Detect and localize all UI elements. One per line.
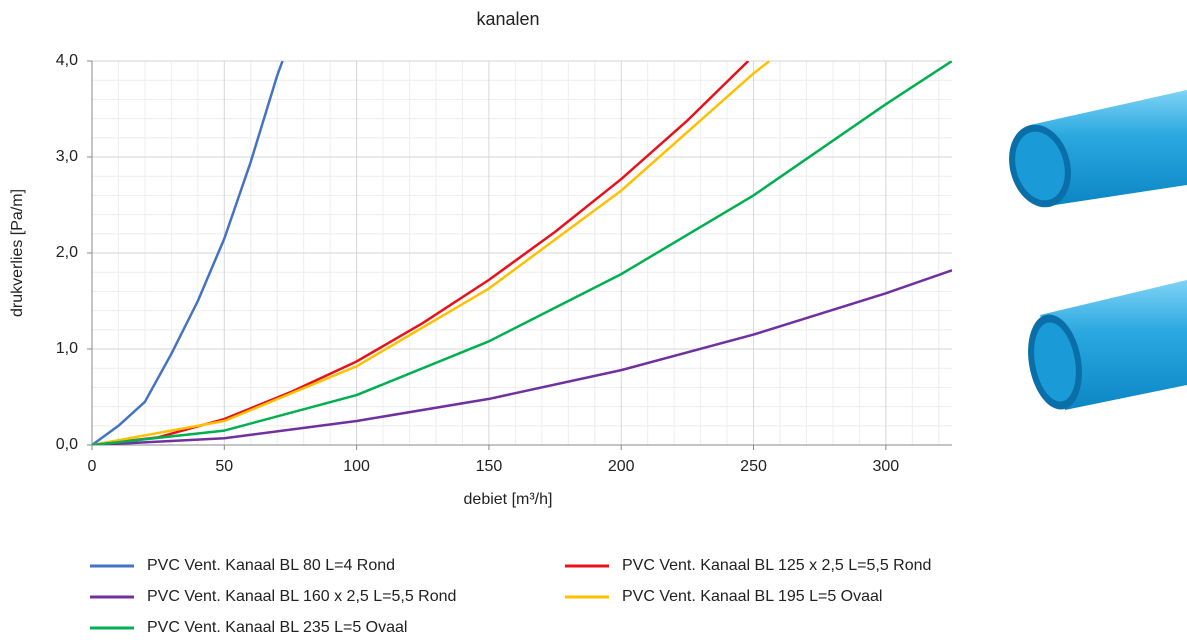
series-line (92, 61, 771, 445)
series-line (92, 61, 284, 445)
x-tick-label: 50 (215, 458, 233, 475)
y-tick-label: 0,0 (56, 436, 78, 453)
x-tick-label: 100 (343, 458, 370, 475)
x-tick-label: 0 (88, 458, 97, 475)
legend-label: PVC Vent. Kanaal BL 80 L=4 Rond (147, 557, 395, 574)
x-tick-label: 250 (740, 458, 767, 475)
legend-label: PVC Vent. Kanaal BL 235 L=5 Ovaal (147, 619, 407, 636)
series-line (92, 61, 952, 445)
x-axis-label: debiet [m³/h] (464, 491, 553, 508)
y-tick-label: 3,0 (56, 148, 78, 165)
plot-area (92, 61, 952, 445)
pipe-round-image (1028, 280, 1187, 410)
legend-label: PVC Vent. Kanaal BL 160 x 2,5 L=5,5 Rond (147, 588, 456, 605)
y-tick-label: 2,0 (56, 244, 78, 261)
series-line (92, 269, 952, 445)
pipe-oval-image (1009, 90, 1187, 208)
chart-title: kanalen (476, 9, 539, 29)
y-tick-label: 1,0 (56, 340, 78, 357)
x-tick-label: 200 (608, 458, 635, 475)
legend-label: PVC Vent. Kanaal BL 125 x 2,5 L=5,5 Rond (622, 557, 931, 574)
legend-label: PVC Vent. Kanaal BL 195 L=5 Ovaal (622, 588, 882, 605)
x-tick-label: 300 (872, 458, 899, 475)
x-tick-label: 150 (476, 458, 503, 475)
y-tick-label: 4,0 (56, 52, 78, 69)
y-axis-label: drukverlies [Pa/m] (9, 189, 26, 317)
